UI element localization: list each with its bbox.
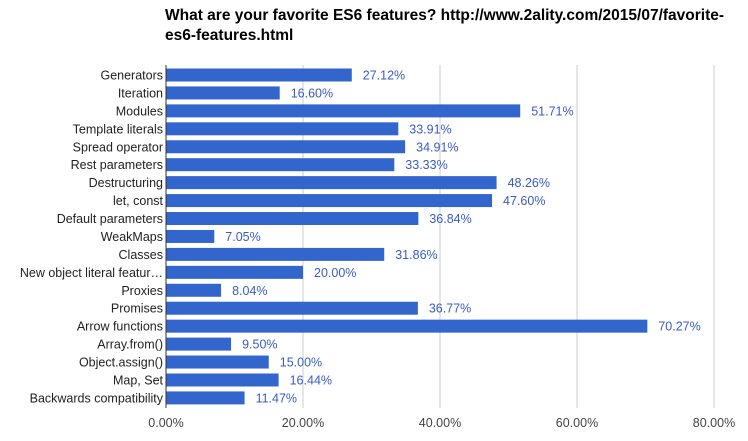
bar bbox=[166, 86, 280, 100]
x-tick-label: 80.00% bbox=[693, 416, 735, 430]
x-tick-label: 40.00% bbox=[419, 416, 461, 430]
data-label: 70.27% bbox=[658, 320, 700, 334]
data-label: 8.04% bbox=[232, 284, 267, 298]
category-label: Map, Set bbox=[113, 373, 164, 387]
bar bbox=[166, 212, 419, 226]
category-label: Backwards compatibility bbox=[30, 391, 164, 405]
data-label: 11.47% bbox=[256, 391, 297, 405]
bar bbox=[166, 176, 497, 190]
bar bbox=[166, 194, 493, 208]
bar bbox=[166, 158, 395, 172]
data-label: 15.00% bbox=[280, 356, 322, 370]
bar bbox=[166, 355, 269, 369]
category-label: WeakMaps bbox=[101, 230, 163, 244]
data-label: 34.91% bbox=[416, 140, 458, 154]
data-label: 36.77% bbox=[429, 302, 471, 316]
bar bbox=[166, 373, 279, 387]
category-label: Array.from() bbox=[97, 338, 163, 352]
category-label: Proxies bbox=[121, 284, 163, 298]
category-label: let, const bbox=[113, 194, 164, 208]
data-label: 36.84% bbox=[429, 212, 471, 226]
x-tick-label: 60.00% bbox=[556, 416, 598, 430]
bar bbox=[166, 301, 418, 315]
bar bbox=[166, 229, 215, 243]
category-label: Spread operator bbox=[73, 140, 163, 154]
category-label: Promises bbox=[111, 302, 163, 316]
data-label: 48.26% bbox=[508, 176, 550, 190]
category-label: Arrow functions bbox=[77, 320, 163, 334]
category-label: Modules bbox=[116, 104, 163, 118]
data-label: 9.50% bbox=[242, 338, 277, 352]
data-label: 27.12% bbox=[363, 69, 405, 83]
data-label: 31.86% bbox=[395, 248, 437, 262]
category-label: New object literal featur… bbox=[20, 266, 163, 280]
category-label: Generators bbox=[100, 69, 163, 83]
data-label: 47.60% bbox=[503, 194, 545, 208]
bar bbox=[166, 140, 406, 154]
data-label: 7.05% bbox=[225, 230, 260, 244]
category-label: Template literals bbox=[73, 122, 163, 136]
data-label: 51.71% bbox=[531, 104, 573, 118]
data-label: 33.91% bbox=[409, 122, 451, 136]
category-label: Default parameters bbox=[57, 212, 163, 226]
category-label: Iteration bbox=[118, 86, 163, 100]
data-label: 16.44% bbox=[290, 373, 332, 387]
bar bbox=[166, 391, 245, 405]
bar bbox=[166, 265, 303, 279]
data-label: 16.60% bbox=[291, 86, 333, 100]
category-label: Rest parameters bbox=[71, 158, 163, 172]
chart-title: What are your favorite ES6 features? htt… bbox=[165, 7, 725, 44]
bar bbox=[166, 122, 399, 136]
bar bbox=[166, 247, 385, 261]
x-tick-label: 0.00% bbox=[148, 416, 183, 430]
bar bbox=[166, 337, 232, 351]
bar bbox=[166, 68, 352, 82]
data-label: 20.00% bbox=[314, 266, 356, 280]
category-label: Destructuring bbox=[89, 176, 163, 190]
x-tick-label: 20.00% bbox=[282, 416, 324, 430]
category-label: Classes bbox=[119, 248, 163, 262]
bar bbox=[166, 283, 222, 297]
bar bbox=[166, 319, 648, 333]
bar bbox=[166, 104, 521, 118]
category-label: Object.assign() bbox=[79, 356, 163, 370]
data-label: 33.33% bbox=[405, 158, 447, 172]
